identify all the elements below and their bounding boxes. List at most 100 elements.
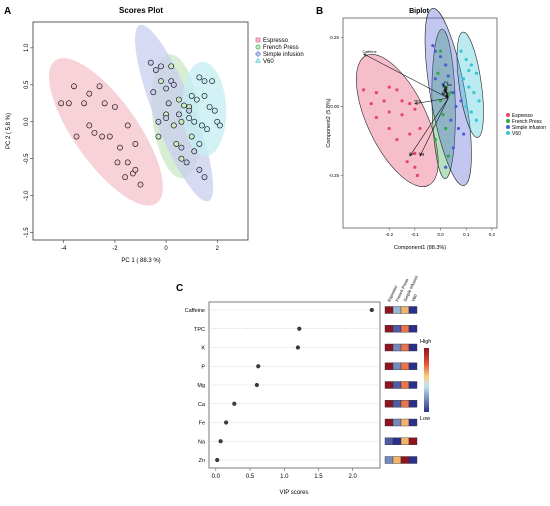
heatmap-cell [392, 343, 402, 352]
score-point-espresso [124, 159, 131, 166]
heatmap-cell [392, 400, 402, 408]
vip-x-tick-label: 2.0 [348, 474, 357, 480]
heatmap-cell [392, 381, 402, 389]
score-point-simple-infusion [150, 89, 157, 96]
scores-y-tick-label: -1.5 [24, 227, 30, 238]
score-point-espresso [132, 141, 139, 147]
legend-item-v60: V60 [254, 57, 274, 65]
score-point-french-press [181, 102, 187, 109]
loading-arrowhead-fe [442, 84, 446, 88]
vip-dot-caffeine [369, 307, 374, 313]
scores-y-axis-label: PC 2 ( 5.8 %) [6, 113, 12, 149]
biplot-point-french-press [441, 113, 445, 117]
panel-b-letter: B [316, 6, 323, 17]
legend-swatch-v60 [254, 57, 262, 63]
heatmap-cell [400, 418, 410, 427]
heatmap-cell [400, 456, 410, 464]
biplot-point-espresso [387, 126, 391, 131]
legend-label-simple-infusion: Simple infusion [263, 52, 304, 58]
loading-label-zn: Zn [443, 89, 447, 93]
vip-label-mg: Mg [197, 383, 205, 389]
vip-dot-na [218, 439, 223, 444]
biplot-point-simple-infusion [444, 165, 448, 169]
biplot-point-espresso [395, 137, 399, 142]
vip-label-na: Na [198, 439, 206, 445]
loading-arrow-tpc [414, 97, 449, 104]
biplot-y-axis-label: Component2 (5.8%) [326, 98, 332, 147]
score-point-french-press [155, 133, 162, 140]
biplot-point-espresso [405, 160, 409, 164]
scale-low-label: Low [420, 416, 430, 422]
score-point-simple-infusion [170, 81, 177, 88]
heatmap-cell [408, 418, 418, 427]
biplot-legend-swatch-v60 [506, 131, 510, 135]
loading-arrowhead-tpc [414, 101, 418, 105]
loading-arrow-ca [409, 97, 449, 157]
score-point-simple-infusion [163, 85, 169, 92]
loading-arrow-mg [419, 98, 449, 157]
biplot-point-v60 [469, 110, 473, 114]
biplot-point-simple-infusion [438, 55, 443, 59]
heatmap-cell [392, 456, 402, 464]
heatmap-cell [400, 400, 410, 408]
biplot-legend-label-espresso: Espresso [512, 113, 533, 119]
loading-label-tpc: TPC [414, 100, 422, 104]
score-point-v60 [191, 118, 198, 125]
biplot-point-espresso [382, 99, 386, 103]
score-point-espresso [132, 166, 139, 173]
vip-x-tick-label: 1.0 [280, 474, 289, 480]
score-point-simple-infusion [152, 67, 159, 73]
score-point-simple-infusion [201, 174, 208, 181]
biplot-legend-label-v60: V60 [512, 131, 521, 137]
score-point-french-press [173, 141, 180, 147]
loading-label-mg: Mg [419, 152, 424, 156]
vip-dot-mg [254, 382, 259, 388]
score-point-espresso [86, 122, 93, 129]
legend-swatch-simple-infusion [255, 51, 261, 57]
biplot-legend: Espresso French Press Simple infusion V6… [506, 113, 546, 137]
vip-panel: C VIP scores Caffeine TPC K P Mg Ca Fe Na Zn 0.0 0… [176, 274, 431, 496]
score-point-v60 [206, 104, 213, 110]
biplot-title: Biplot [409, 8, 429, 15]
score-point-espresso [81, 100, 88, 107]
biplot-point-french-press [438, 49, 443, 53]
vip-label-k: K [201, 346, 205, 352]
score-point-simple-infusion [155, 118, 162, 125]
biplot-point-v60 [474, 71, 479, 75]
heatmap-cell [384, 400, 394, 408]
heatmap-cell [384, 456, 394, 464]
biplot-point-v60 [467, 85, 471, 89]
biplot-y-tick-label: -0.25 [329, 173, 340, 178]
biplot-point-v60 [474, 118, 479, 122]
heatmap-cell [400, 437, 410, 445]
loading-label-fe: Fe [444, 80, 448, 84]
loading-arrowhead-ca [409, 153, 413, 157]
biplot-point-espresso [395, 88, 399, 92]
biplot-legend-swatch-espresso [506, 113, 510, 117]
color-scale-bar [424, 348, 429, 412]
biplot-ellipse-v60 [456, 31, 484, 138]
biplot-legend-swatch-french-press [506, 119, 510, 123]
biplot-point-simple-infusion [454, 104, 458, 109]
score-point-v60 [188, 92, 195, 99]
heatmap-cell [392, 418, 402, 427]
vip-dot-zn [215, 457, 220, 463]
biplot-point-french-press [446, 154, 450, 158]
biplot-point-v60 [472, 91, 476, 95]
biplot-frame [342, 17, 498, 229]
vip-label-ca: Ca [198, 402, 206, 408]
loading-arrow-fe [442, 84, 449, 99]
score-point-simple-infusion [191, 148, 198, 155]
loading-arrowhead-mg [419, 153, 423, 157]
vip-label-tpc: TPC [194, 327, 205, 333]
loading-arrow-caffeine [363, 53, 449, 99]
score-point-v60 [204, 126, 210, 133]
biplot-point-v60 [459, 49, 463, 53]
score-point-french-press [178, 118, 185, 125]
scores-x-axis-label: PC 1 ( 88.3 %) [121, 258, 160, 264]
scores-plot-frame [32, 21, 249, 241]
score-point-v60 [193, 96, 200, 103]
biplot-point-french-press [436, 71, 440, 75]
score-point-simple-infusion [186, 107, 193, 114]
